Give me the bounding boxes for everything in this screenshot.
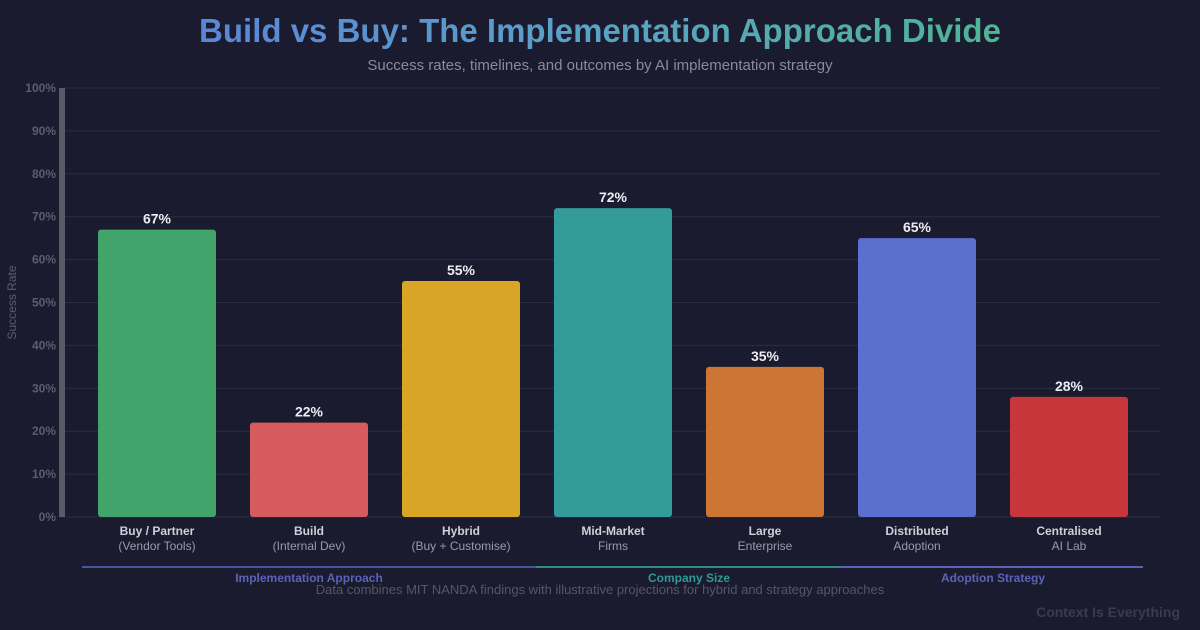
y-axis-label: Success Rate (5, 265, 19, 339)
bar (554, 208, 672, 517)
x-tick-label: Large (749, 524, 782, 538)
chart-title: Build vs Buy: The Implementation Approac… (199, 12, 1001, 49)
x-tick-sublabel: (Internal Dev) (273, 539, 346, 553)
y-tick-label: 100% (25, 81, 56, 95)
x-tick-label: Hybrid (442, 524, 480, 538)
y-tick-label: 10% (32, 467, 56, 481)
data-label: 67% (143, 211, 172, 227)
bar (706, 366, 824, 517)
y-tick-label: 90% (32, 124, 56, 138)
footnote: Data combines MIT NANDA findings with il… (315, 582, 885, 597)
bar (98, 229, 216, 517)
y-tick-label: 40% (32, 338, 56, 352)
y-tick-label: 50% (32, 296, 56, 310)
x-tick-label: Build (294, 524, 324, 538)
group-label: Adoption Strategy (941, 571, 1045, 585)
x-tick-sublabel: AI Lab (1052, 539, 1087, 553)
bar (1010, 396, 1128, 517)
bar (858, 238, 976, 517)
x-tick-label: Centralised (1036, 524, 1101, 538)
y-tick-label: 70% (32, 210, 56, 224)
x-tick-sublabel: (Buy + Customise) (411, 539, 510, 553)
data-label: 55% (447, 262, 476, 278)
data-label: 28% (1055, 378, 1084, 394)
x-tick-label: Distributed (885, 524, 948, 538)
x-tick-label: Buy / Partner (120, 524, 195, 538)
data-label: 65% (903, 219, 932, 235)
group-label: Implementation Approach (235, 571, 383, 585)
group-label: Company Size (648, 571, 730, 585)
x-tick-sublabel: Firms (598, 539, 628, 553)
y-axis-line (59, 88, 65, 517)
y-tick-label: 80% (32, 167, 56, 181)
data-label: 35% (751, 348, 780, 364)
x-tick-sublabel: Adoption (893, 539, 940, 553)
bar (402, 281, 520, 517)
y-tick-label: 20% (32, 424, 56, 438)
x-tick-sublabel: (Vendor Tools) (118, 539, 195, 553)
y-tick-label: 0% (39, 510, 57, 524)
data-label: 72% (599, 189, 628, 205)
x-tick-sublabel: Enterprise (738, 539, 793, 553)
chart-subtitle: Success rates, timelines, and outcomes b… (367, 57, 833, 74)
x-tick-label: Mid-Market (581, 524, 644, 538)
y-tick-label: 60% (32, 253, 56, 267)
bar (250, 422, 368, 517)
y-tick-label: 30% (32, 381, 56, 395)
watermark: Context Is Everything (1036, 604, 1180, 620)
data-label: 22% (295, 404, 324, 420)
